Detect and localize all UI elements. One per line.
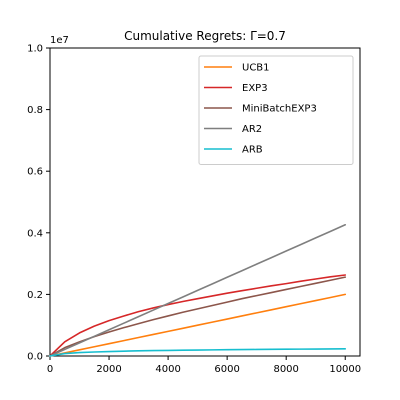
y-axis: 0.0 0.2 0.4 0.6 0.8 1.0	[27, 44, 50, 363]
x-tick-label: 4000	[155, 364, 180, 375]
x-tick-label: 2000	[96, 364, 121, 375]
legend-box	[198, 55, 354, 165]
series-line-ucb1	[49, 293, 347, 357]
y-axis-offset-label: 1e7	[50, 35, 69, 46]
legend-label: AR2	[242, 124, 262, 135]
legend-label: ARB	[242, 145, 263, 156]
x-tick-label: 6000	[214, 364, 239, 375]
y-tick-label: 0.8	[27, 105, 43, 116]
x-tick-label: 10000	[329, 364, 361, 375]
chart-title: Cumulative Regrets: Γ=0.7	[124, 29, 286, 43]
y-tick-label: 0.2	[27, 290, 43, 301]
series-line-arb	[49, 348, 347, 357]
legend: UCB1 EXP3 MiniBatchEXP3 AR2 ARB	[198, 55, 354, 165]
series-line-ar2	[49, 223, 347, 357]
legend-label: EXP3	[242, 83, 268, 94]
y-tick-label: 0.0	[27, 352, 43, 363]
legend-label: UCB1	[242, 63, 270, 74]
y-tick-label: 0.6	[27, 167, 43, 178]
legend-label: MiniBatchEXP3	[242, 104, 317, 115]
x-tick-label: 0	[47, 364, 53, 375]
x-axis: 0 2000 4000 6000 8000 10000	[47, 356, 361, 375]
y-tick-label: 0.4	[27, 228, 43, 239]
series-line-minibatchexp3	[49, 276, 347, 357]
series-layer	[49, 223, 347, 357]
x-tick-label: 8000	[273, 364, 298, 375]
plot-area	[49, 47, 361, 357]
plot-frame	[49, 47, 361, 357]
series-line-exp3	[49, 274, 347, 357]
y-tick-label: 1.0	[27, 44, 43, 55]
